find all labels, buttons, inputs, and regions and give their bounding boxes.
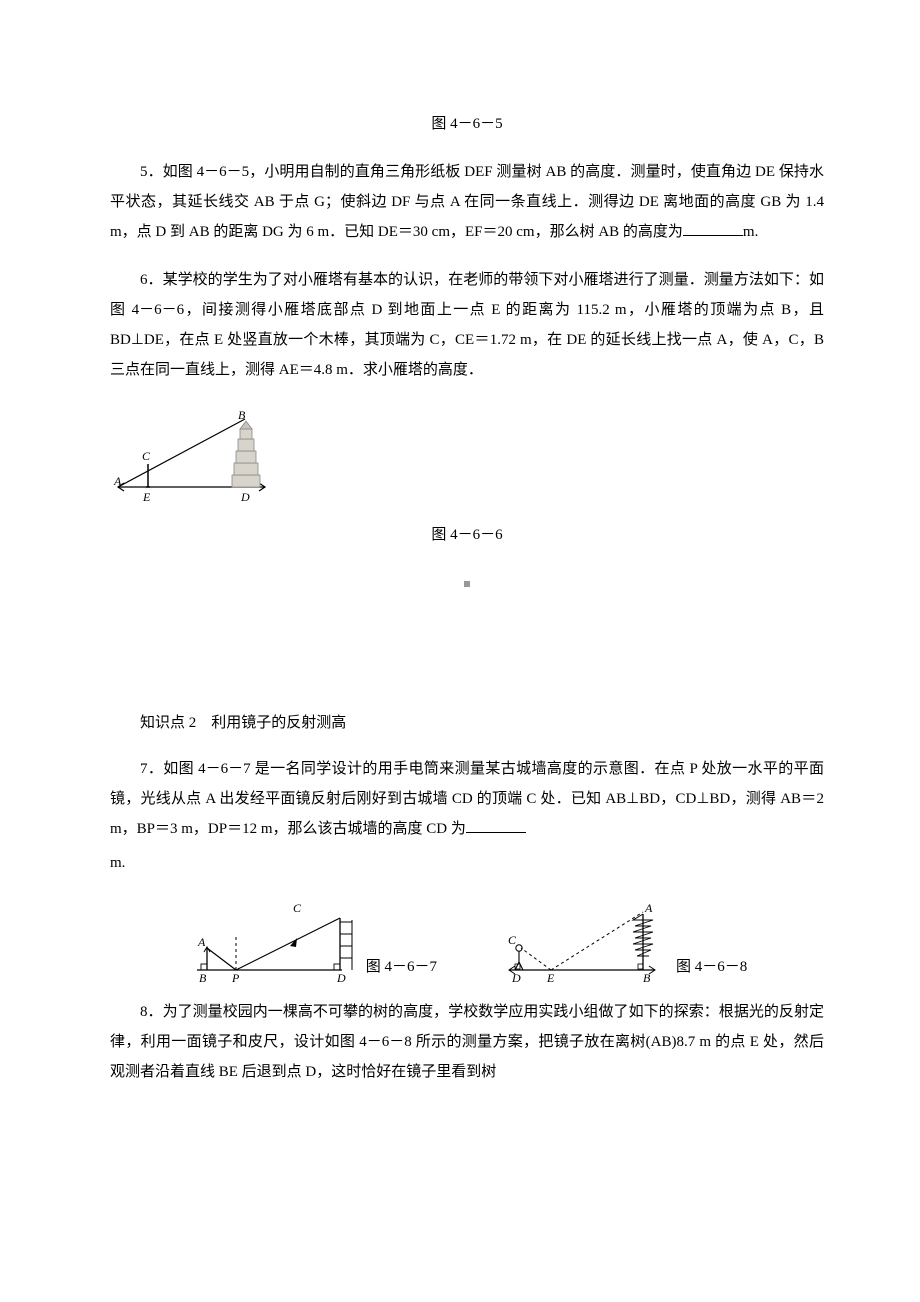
placeholder-dot: [464, 581, 470, 587]
problem-8: 8．为了测量校园内一棵高不可攀的树的高度，学校数学应用实践小组做了如下的探索：根…: [110, 997, 824, 1087]
svg-text:A: A: [197, 935, 206, 949]
svg-text:C: C: [142, 449, 151, 463]
svg-text:P: P: [231, 971, 240, 983]
svg-text:B: B: [238, 408, 246, 422]
figure-caption-4-6-5: 图 4－6－5: [110, 110, 824, 139]
problem-6: 6．某学校的学生为了对小雁塔有基本的认识，在老师的带领下对小雁塔进行了测量．测量…: [110, 265, 824, 385]
figure-row-7-8: A B P D C 图 4－6－7 C D E: [110, 898, 824, 983]
svg-text:E: E: [142, 490, 151, 504]
figure-caption-4-6-8: 图 4－6－8: [676, 953, 747, 983]
svg-text:A: A: [113, 474, 122, 488]
figure-4-6-6: A E C D B: [110, 407, 824, 507]
svg-text:D: D: [240, 490, 250, 504]
svg-text:B: B: [199, 971, 207, 983]
svg-text:D: D: [336, 971, 346, 983]
blank-7: [466, 816, 526, 833]
figure-4-6-8: C D E A B 图 4－6－8: [497, 898, 747, 983]
svg-text:B: B: [643, 971, 651, 983]
problem-5: 5．如图 4－6－5，小明用自制的直角三角形纸板 DEF 测量树 AB 的高度．…: [110, 157, 824, 247]
blank-5: [683, 220, 743, 237]
figure-4-6-7: A B P D C 图 4－6－7: [187, 898, 437, 983]
problem-5-tail: m.: [743, 224, 758, 240]
svg-text:C: C: [508, 933, 517, 947]
problem-7: 7．如图 4－6－7 是一名同学设计的用手电筒来测量某古城墙高度的示意图．在点 …: [110, 754, 824, 844]
svg-text:E: E: [546, 971, 555, 983]
figure-caption-4-6-7: 图 4－6－7: [366, 953, 437, 983]
svg-text:D: D: [511, 971, 521, 983]
section-2-heading: 知识点 2 利用镜子的反射测高: [110, 709, 824, 738]
figure-caption-4-6-6: 图 4－6－6: [110, 521, 824, 550]
problem-7-tail: m.: [110, 848, 824, 878]
svg-text:C: C: [293, 901, 302, 915]
svg-text:A: A: [644, 901, 653, 915]
